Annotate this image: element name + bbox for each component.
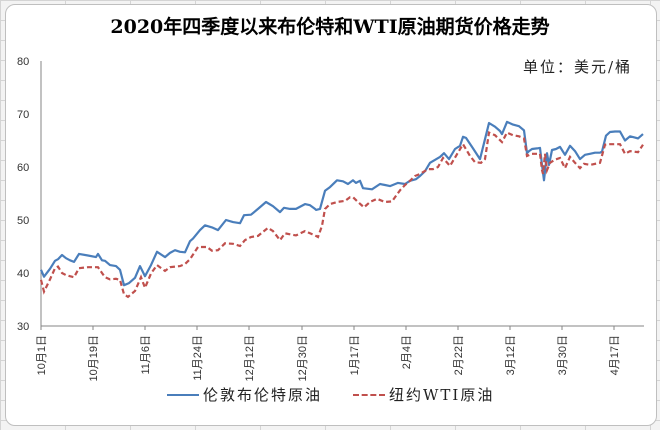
dashed-line-swatch-icon <box>353 393 385 396</box>
brent-series-line <box>39 120 644 287</box>
y-tick-label: 70 <box>17 109 29 121</box>
x-tick-label: 2月22日 <box>453 335 465 375</box>
x-tick-label: 3月30日 <box>557 335 569 375</box>
x-axis: 10月1日 10月19日 11月6日 11月24日 12月12日 12月30日 1月17日 2… <box>36 325 644 381</box>
x-tick-label: 10月19日 <box>88 335 100 381</box>
x-tick-label: 3月12日 <box>505 335 517 375</box>
wti-series-line <box>39 131 644 299</box>
unit-label: 单位：美元/桶 <box>522 58 632 76</box>
x-tick-label: 4月17日 <box>609 335 621 375</box>
x-tick-label: 12月12日 <box>244 335 256 381</box>
y-axis: 30 40 50 60 70 80 <box>17 56 42 333</box>
x-tick-label: 12月30日 <box>297 335 309 381</box>
solid-line-swatch-icon <box>167 393 199 396</box>
x-tick-label: 1月17日 <box>349 335 361 375</box>
x-tick-label: 2月4日 <box>401 335 413 369</box>
chart-title: 2020年四季度以来布伦特和WTI原油期货价格走势 <box>110 16 550 38</box>
legend-item-brent: 伦敦布伦特原油 <box>167 384 322 405</box>
y-tick-label: 60 <box>17 162 29 174</box>
y-tick-label: 30 <box>17 321 29 333</box>
y-tick-label: 50 <box>17 215 29 227</box>
y-tick-label: 80 <box>17 56 29 68</box>
legend: 伦敦布伦特原油 纽约WTI原油 <box>0 384 660 408</box>
x-tick-label: 10月1日 <box>36 335 48 375</box>
x-tick-label: 11月6日 <box>140 335 152 375</box>
legend-label-wti: 纽约WTI原油 <box>389 386 495 404</box>
x-tick-label: 11月24日 <box>192 335 204 381</box>
y-tick-label: 40 <box>17 268 29 280</box>
chart-container[interactable] <box>5 4 657 426</box>
legend-label-brent: 伦敦布伦特原油 <box>203 386 323 404</box>
legend-item-wti: 纽约WTI原油 <box>353 384 494 405</box>
